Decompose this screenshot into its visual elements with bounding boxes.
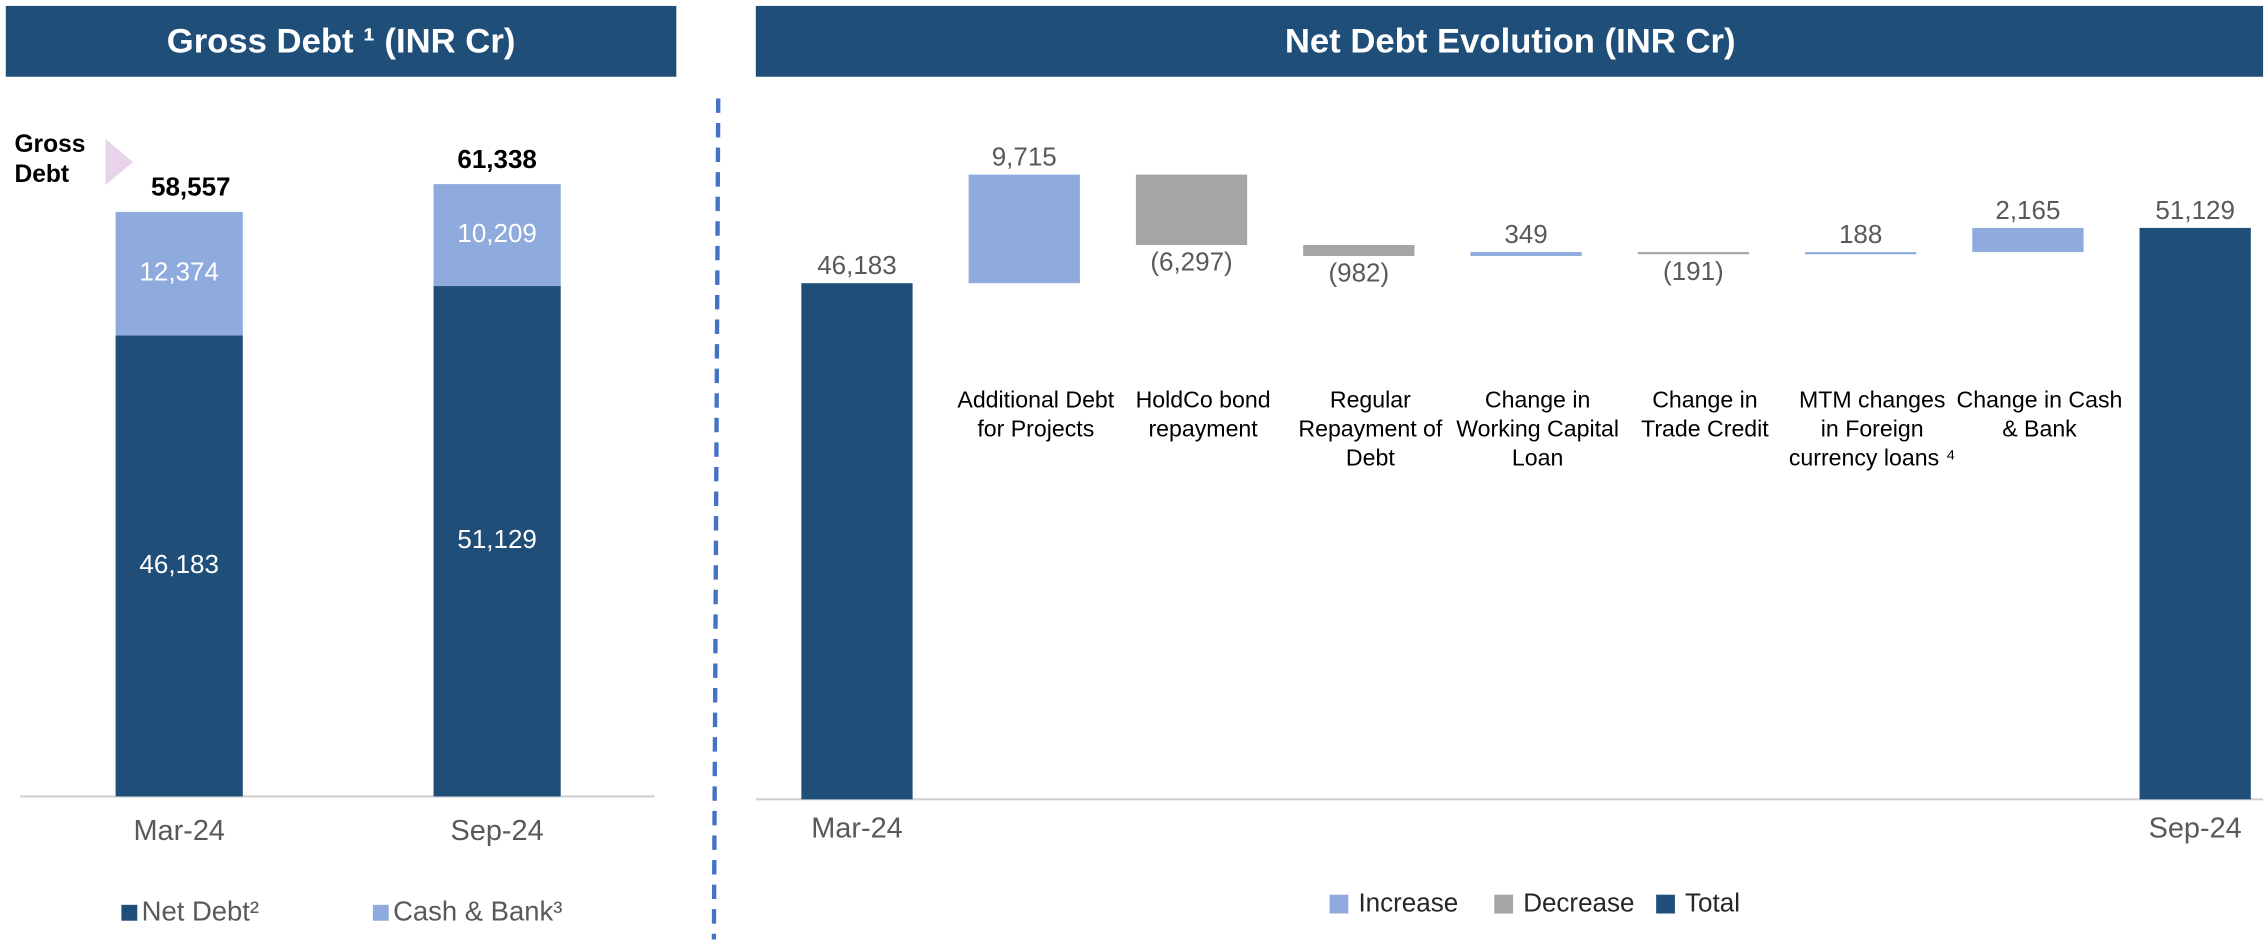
bar	[1804, 252, 1917, 255]
category-label-box: Change in Cash & Bank	[1956, 388, 2123, 443]
category-label-box: Regular Repayment of Debt	[1298, 388, 1443, 472]
x-tick-label: Sep-24	[451, 815, 544, 847]
legend-swatch	[1656, 894, 1675, 914]
bar	[801, 283, 913, 800]
category-label: Change in Cash & Bank	[1956, 388, 2123, 443]
bar	[1972, 227, 2084, 253]
legend-label: Cash & Bank³	[393, 896, 562, 927]
category-label: Additional Debt for Projects	[957, 388, 1115, 443]
category-label: MTM changes in Foreign currency loans ⁴	[1788, 388, 1956, 472]
bar-segment	[115, 335, 243, 797]
chart-title: Net Debt Evolution (INR Cr)	[1285, 23, 1736, 61]
category-label-box: HoldCo bond repayment	[1135, 388, 1271, 443]
value-label: 46,183	[817, 250, 897, 280]
legend-swatch	[1329, 894, 1349, 914]
bar-segment	[433, 286, 561, 797]
value-label: 2,165	[1995, 195, 2060, 225]
chart-title: Gross Debt ¹ (INR Cr)	[167, 23, 516, 61]
bar-segment	[433, 184, 561, 287]
legend-swatch	[1494, 894, 1514, 914]
left-header	[5, 5, 677, 77]
category-label: Change in Trade Credit	[1641, 388, 1769, 443]
category-label-box: Additional Debt for Projects	[957, 388, 1115, 443]
x-tick-label: Sep-24	[2149, 812, 2242, 844]
bar	[968, 174, 1080, 284]
legend-swatch	[121, 904, 138, 921]
bar-segment	[115, 211, 243, 336]
annotation-arrow	[105, 138, 133, 186]
legend-label: Total	[1685, 888, 1740, 918]
category-label: Change in Working Capital Loan	[1456, 388, 1620, 472]
bar	[1135, 174, 1248, 245]
value-label: 188	[1839, 219, 1882, 249]
bar	[1303, 244, 1415, 256]
total-label: 61,338	[457, 144, 537, 174]
category-label: Regular Repayment of Debt	[1298, 388, 1443, 472]
category-label-box: Change in Working Capital Loan	[1456, 388, 1620, 472]
value-label: (191)	[1663, 256, 1724, 286]
value-label: 349	[1504, 219, 1547, 249]
value-label: 51,129	[2155, 195, 2235, 225]
value-label: 12,374	[139, 257, 219, 287]
value-label: 51,129	[457, 524, 537, 554]
value-label: 10,209	[457, 218, 537, 248]
x-tick-label: Mar-24	[133, 815, 225, 847]
legend-label: Increase	[1358, 888, 1458, 918]
divider	[711, 98, 721, 940]
legend-label: Decrease	[1523, 888, 1634, 918]
right-header	[755, 5, 2264, 77]
bar	[1470, 252, 1582, 256]
category-label: HoldCo bond repayment	[1135, 388, 1271, 443]
value-label: (6,297)	[1150, 247, 1232, 277]
annotation: Gross Debt	[14, 130, 86, 189]
category-label-box: Change in Trade Credit	[1641, 388, 1769, 443]
value-label: (982)	[1328, 258, 1389, 288]
total-label: 58,557	[151, 172, 231, 202]
bar	[2139, 227, 2251, 800]
value-label: 9,715	[992, 142, 1057, 172]
legend-label: Net Debt²	[142, 896, 259, 927]
bar	[1637, 252, 1749, 255]
x-tick-label: Mar-24	[811, 812, 903, 844]
value-label: 46,183	[139, 549, 219, 579]
category-label-box: MTM changes in Foreign currency loans ⁴	[1788, 388, 1956, 472]
legend-swatch	[372, 904, 389, 921]
annotation-box: Gross Debt	[14, 130, 86, 189]
